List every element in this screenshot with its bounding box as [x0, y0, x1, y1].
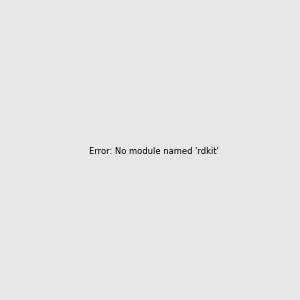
Text: Error: No module named 'rdkit': Error: No module named 'rdkit'	[89, 147, 219, 156]
